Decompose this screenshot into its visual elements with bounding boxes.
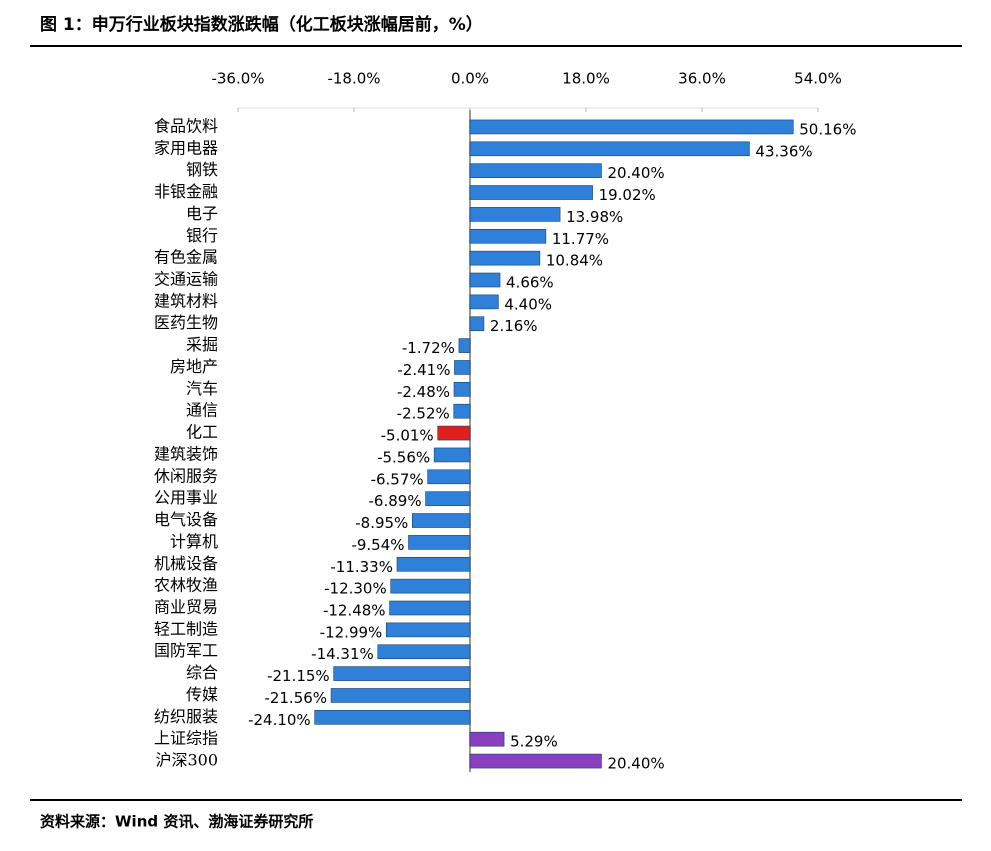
value-label: -2.41% (397, 361, 450, 379)
category-label: 银行 (186, 226, 218, 245)
bar (314, 710, 471, 725)
value-label: -14.31% (311, 645, 374, 663)
category-label: 电子 (186, 204, 218, 223)
bar (469, 119, 794, 135)
bar (433, 447, 471, 463)
value-label: -12.99% (320, 623, 383, 641)
bar (453, 403, 471, 419)
category-label: 食品饮料 (154, 116, 218, 135)
bar (469, 753, 602, 769)
category-label: 计算机 (170, 532, 218, 551)
category-label: 传媒 (186, 685, 218, 704)
value-label: -9.54% (351, 536, 404, 554)
category-label: 轻工制造 (154, 619, 218, 638)
value-label: -21.15% (267, 667, 330, 685)
bar (390, 578, 471, 594)
category-label: 休闲服务 (154, 466, 218, 485)
value-label: -5.56% (377, 448, 430, 466)
value-label: 20.40% (607, 755, 664, 773)
bar (408, 535, 471, 550)
bar (425, 491, 471, 506)
value-label: -8.95% (355, 514, 408, 532)
value-label: -24.10% (248, 711, 311, 729)
value-label: 4.66% (506, 274, 554, 292)
category-label: 综合 (186, 663, 218, 682)
category-label: 化工 (186, 423, 218, 442)
source-note: 资料来源：Wind 资讯、渤海证券研究所 (40, 813, 313, 831)
value-label: -21.56% (264, 689, 327, 707)
bar (427, 469, 471, 485)
bar (396, 556, 471, 572)
category-label: 机械设备 (154, 554, 218, 573)
bar (469, 163, 602, 178)
category-label: 公用事业 (154, 488, 218, 507)
category-label: 建筑装饰 (154, 444, 218, 463)
category-label: 房地产 (170, 357, 218, 376)
bar (389, 600, 471, 616)
category-label: 钢铁 (186, 160, 218, 179)
x-tick-label: 54.0% (794, 70, 842, 88)
bar (469, 141, 750, 157)
value-label: -1.72% (402, 339, 455, 357)
bar (333, 666, 471, 681)
category-label: 电气设备 (154, 510, 218, 529)
value-label: -5.01% (381, 427, 434, 445)
bar (453, 382, 471, 397)
bar (385, 622, 471, 638)
value-label: -2.48% (397, 383, 450, 401)
bar (377, 644, 471, 660)
bar (437, 425, 471, 441)
value-label: 11.77% (552, 230, 609, 248)
category-label: 沪深300 (155, 751, 218, 770)
category-label: 交通运输 (154, 270, 218, 289)
value-label: -2.52% (397, 405, 450, 423)
x-tick-label: 18.0% (562, 70, 610, 88)
x-tick-label: 0.0% (451, 70, 489, 88)
bar (458, 338, 471, 353)
bar (469, 316, 485, 332)
value-label: 43.36% (755, 142, 812, 160)
category-label: 通信 (186, 401, 218, 420)
category-label: 家用电器 (154, 138, 218, 157)
value-label: 2.16% (490, 317, 538, 335)
category-label: 商业贸易 (154, 598, 218, 617)
bar (469, 731, 505, 747)
value-label: -11.33% (330, 558, 393, 576)
x-tick-label: 36.0% (678, 70, 726, 88)
x-tick-label: -18.0% (327, 70, 380, 88)
bar (469, 207, 561, 222)
value-label: 5.29% (510, 733, 558, 751)
value-label: 19.02% (599, 186, 656, 204)
value-label: -12.48% (323, 602, 386, 620)
category-label: 农林牧渔 (154, 576, 218, 595)
category-label: 建筑材料 (154, 291, 218, 310)
value-label: -6.89% (369, 492, 422, 510)
chart-title: 图 1：申万行业板块指数涨跌幅（化工板块涨幅居前，%） (40, 14, 483, 35)
bar (330, 688, 471, 703)
category-label: 非银金融 (154, 182, 218, 201)
value-label: -6.57% (371, 470, 424, 488)
bar (469, 272, 501, 288)
category-label: 医药生物 (154, 313, 218, 332)
bar (469, 185, 593, 200)
bar (469, 294, 499, 310)
value-label: 4.40% (504, 295, 552, 313)
category-label: 国防军工 (154, 641, 218, 660)
category-label: 采掘 (186, 335, 218, 354)
bar (412, 513, 471, 528)
category-label: 汽车 (186, 379, 218, 398)
bar (469, 250, 541, 266)
bar (469, 228, 547, 244)
category-label: 上证综指 (154, 729, 218, 748)
category-label: 纺织服装 (154, 707, 218, 726)
value-label: -12.30% (324, 580, 387, 598)
value-label: 10.84% (546, 252, 603, 270)
value-label: 20.40% (607, 164, 664, 182)
bar (454, 360, 471, 375)
category-label: 有色金属 (154, 248, 218, 267)
value-label: 50.16% (799, 120, 856, 138)
value-label: 13.98% (566, 208, 623, 226)
x-tick-label: -36.0% (211, 70, 264, 88)
